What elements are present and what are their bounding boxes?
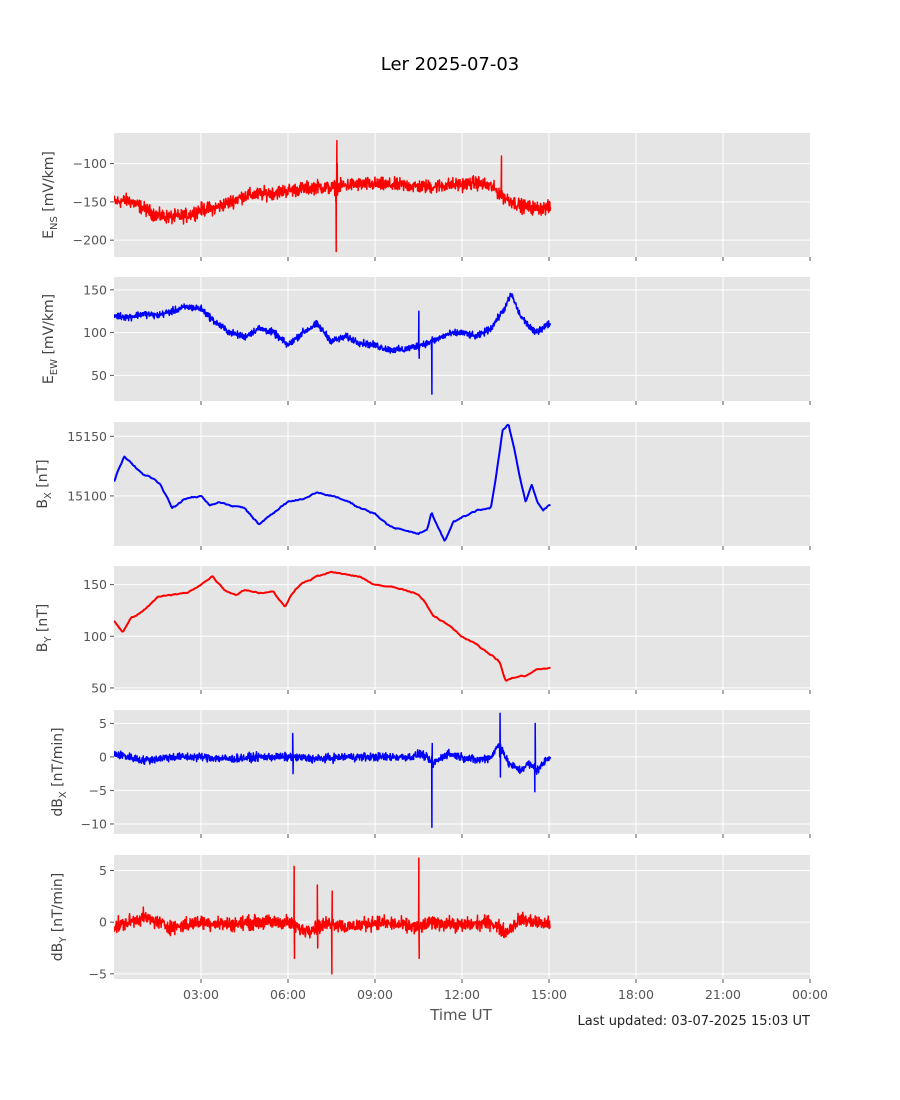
x-tick-label: 12:00 xyxy=(444,987,480,1002)
y-tick-label: 15150 xyxy=(67,429,107,444)
panel-4: 150 100 50 BY [nT] xyxy=(35,566,811,695)
series-line xyxy=(114,857,551,975)
panel-6: 5 0 −5 dBY [nT/min] xyxy=(50,855,811,983)
y-axis-label: EEW [mV/km] xyxy=(41,294,60,384)
y-tick-label: 50 xyxy=(91,368,107,383)
y-tick-label: 0 xyxy=(99,915,107,930)
y-tick-label: −200 xyxy=(73,233,107,248)
series-line xyxy=(114,423,551,542)
y-tick-label: −5 xyxy=(89,783,107,798)
y-tick-label: 5 xyxy=(99,716,107,731)
x-axis-label: Time UT xyxy=(429,1006,492,1024)
x-tick-label: 18:00 xyxy=(618,987,654,1002)
y-tick-label: −5 xyxy=(89,966,107,981)
series-line xyxy=(114,570,551,682)
y-tick-label: 150 xyxy=(83,282,107,297)
x-axis-ticks: 03:00 06:00 09:00 12:00 15:00 18:00 21:00 00:00 xyxy=(183,987,828,1002)
x-tick-label: 15:00 xyxy=(531,987,567,1002)
x-tick-label: 21:00 xyxy=(705,987,741,1002)
y-axis-label: dBX [nT/min] xyxy=(50,727,69,816)
panel-1: −100 −150 −200 ENS [mV/km] xyxy=(41,133,811,261)
x-tick-label: 03:00 xyxy=(183,987,219,1002)
panel-3: 15150 15100 BX [nT] xyxy=(35,422,811,550)
chart-title: Ler 2025-07-03 xyxy=(381,54,520,75)
y-tick-label: −150 xyxy=(73,194,107,209)
y-tick-label: 5 xyxy=(99,863,107,878)
series-line xyxy=(114,712,552,829)
series-line xyxy=(114,139,552,253)
y-tick-label: 15100 xyxy=(67,488,107,503)
y-axis-label: BX [nT] xyxy=(35,459,54,508)
y-tick-label: 100 xyxy=(83,629,107,644)
last-updated-footer: Last updated: 03-07-2025 15:03 UT xyxy=(577,1014,810,1029)
x-tick-label: 09:00 xyxy=(357,987,393,1002)
y-axis-label: BY [nT] xyxy=(35,604,54,653)
panel-2: 50 100 150 EEW [mV/km] xyxy=(41,277,811,405)
series-line xyxy=(114,292,552,395)
y-tick-label: −10 xyxy=(81,816,107,831)
y-axis-label: dBY [nT/min] xyxy=(50,873,69,962)
panel-5: 5 0 −5 −10 dBX [nT/min] xyxy=(50,710,811,838)
y-tick-label: 150 xyxy=(83,577,107,592)
y-tick-label: −100 xyxy=(73,156,107,171)
y-tick-label: 50 xyxy=(91,680,107,695)
x-tick-label: 06:00 xyxy=(270,987,306,1002)
y-axis-label: ENS [mV/km] xyxy=(41,151,60,239)
x-tick-label: 00:00 xyxy=(792,987,828,1002)
y-tick-label: 0 xyxy=(99,749,107,764)
y-tick-label: 100 xyxy=(83,325,107,340)
